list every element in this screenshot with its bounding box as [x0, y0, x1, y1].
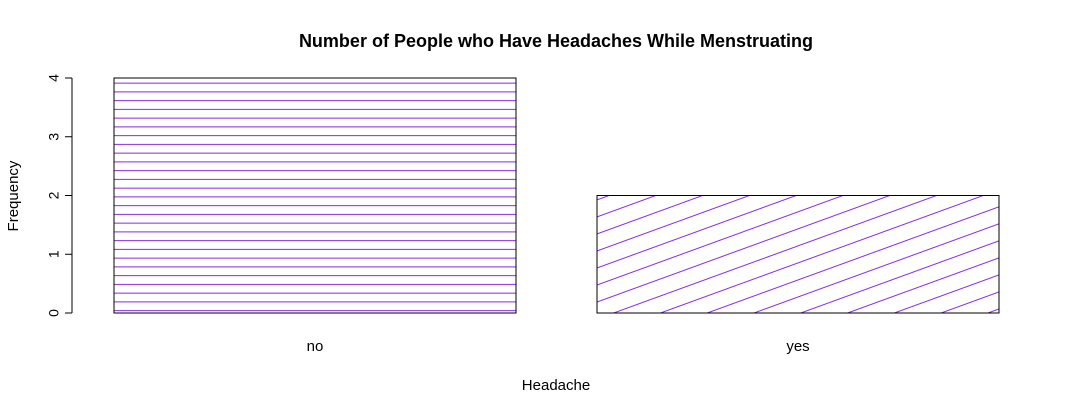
y-axis: 0 1 2 3 4	[46, 74, 73, 317]
y-tick-label: 4	[46, 74, 62, 82]
bar-no	[113, 77, 517, 314]
y-axis-label: Frequency	[5, 160, 22, 231]
x-tick-label: no	[307, 338, 324, 355]
bars	[113, 77, 1000, 314]
x-axis-label: Headache	[522, 377, 590, 394]
category-labels: no yes	[307, 338, 810, 355]
y-tick-label: 0	[46, 309, 62, 317]
bar-yes-hatch	[597, 195, 999, 313]
y-tick-label: 1	[46, 250, 62, 258]
x-tick-label: yes	[786, 338, 809, 355]
bar-yes	[596, 195, 1000, 314]
y-tick-label: 3	[46, 133, 62, 141]
chart-title: Number of People who Have Headaches Whil…	[299, 31, 813, 51]
bar-no-hatch	[114, 78, 516, 313]
y-tick-label: 2	[46, 191, 62, 199]
